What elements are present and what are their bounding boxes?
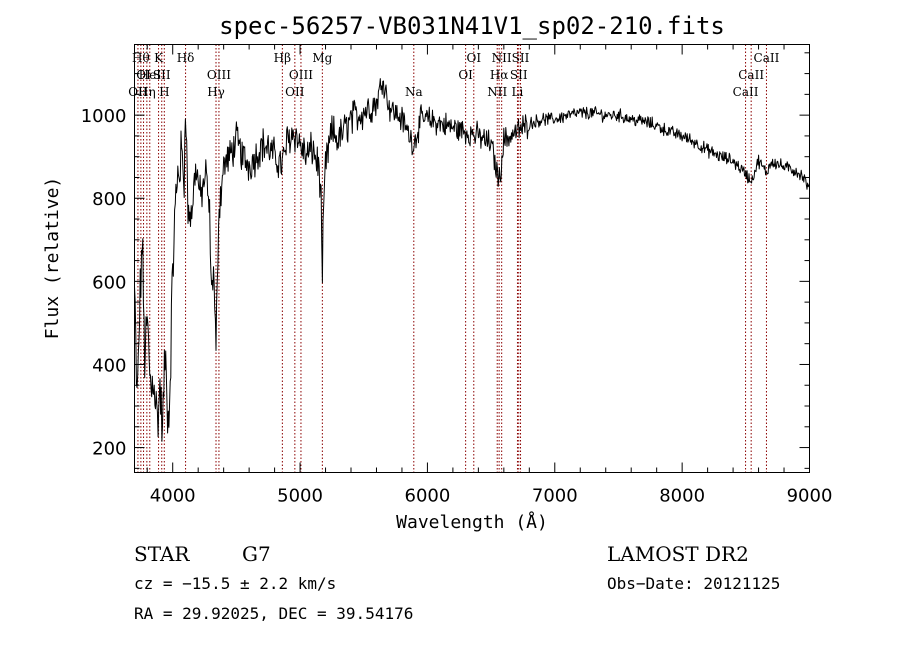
- x-tick-label: 6000: [405, 486, 451, 507]
- y-tick-label: 600: [92, 272, 126, 293]
- line-label: HeI: [139, 68, 162, 82]
- line-label: SII: [512, 51, 530, 65]
- spectrum-line: [134, 78, 810, 442]
- line-label: Hβ: [274, 51, 291, 65]
- line-label: NII: [492, 51, 512, 65]
- object-type: STAR: [134, 542, 190, 566]
- x-tick-label: 4000: [150, 486, 196, 507]
- obs-date-text: Obs−Date: 20121125: [607, 574, 780, 593]
- line-label: OI: [466, 51, 481, 65]
- y-tick-label: 200: [92, 439, 126, 460]
- y-ticks: 200 400 600 800 1000: [81, 52, 810, 469]
- y-tick-label: 800: [92, 189, 126, 210]
- line-markers: [137, 44, 767, 473]
- line-label: OII: [285, 85, 305, 99]
- line-label: OII: [128, 85, 148, 99]
- line-label: Hθ: [132, 51, 150, 65]
- chart-title: spec-56257-VB031N41V1_sp02-210.fits: [219, 12, 725, 40]
- coordinates-text: RA = 29.92025, DEC = 39.54176: [134, 604, 413, 623]
- y-tick-label: 1000: [81, 106, 127, 127]
- y-tick-label: 400: [92, 355, 126, 376]
- plot-frame: [134, 44, 810, 473]
- line-label: Hη: [138, 85, 156, 99]
- x-axis-label: Wavelength (Å): [396, 511, 548, 533]
- line-label: CaII: [738, 68, 764, 82]
- spectrum-series: [134, 78, 810, 442]
- line-label: Li: [512, 85, 524, 99]
- line-label: OIII: [207, 68, 231, 82]
- line-label: SII: [510, 68, 528, 82]
- x-tick-label: 5000: [277, 486, 323, 507]
- line-label: Na: [405, 85, 423, 99]
- line-label: CaII: [754, 51, 780, 65]
- survey-label: LAMOST DR2: [607, 542, 749, 566]
- x-tick-label: 7000: [532, 486, 578, 507]
- line-label: H: [159, 85, 169, 99]
- line-label: Hα: [490, 68, 509, 82]
- line-label: OI: [136, 68, 151, 82]
- x-tick-label: 9000: [787, 486, 833, 507]
- x-tick-label: 8000: [659, 486, 705, 507]
- line-label: Mg: [312, 51, 332, 65]
- line-label: NII: [487, 85, 507, 99]
- line-labels: OII Hθ OI Hη HeI K SII H Hδ Hγ OIII Hβ OII OIII Mg Na OI…: [128, 51, 779, 99]
- line-label: Hδ: [177, 51, 195, 65]
- line-label: Hγ: [207, 85, 225, 99]
- redshift-text: cz = −15.5 ± 2.2 km/s: [134, 574, 336, 593]
- y-axis-label: Flux (relative): [42, 177, 63, 340]
- line-label: CaII: [733, 85, 759, 99]
- line-label: OI: [458, 68, 473, 82]
- line-label: OIII: [289, 68, 313, 82]
- line-label: SII: [153, 68, 171, 82]
- x-ticks: 4000 5000 6000 7000 8000 9000: [146, 44, 833, 507]
- line-label: K: [154, 51, 164, 65]
- object-subclass: G7: [242, 542, 271, 566]
